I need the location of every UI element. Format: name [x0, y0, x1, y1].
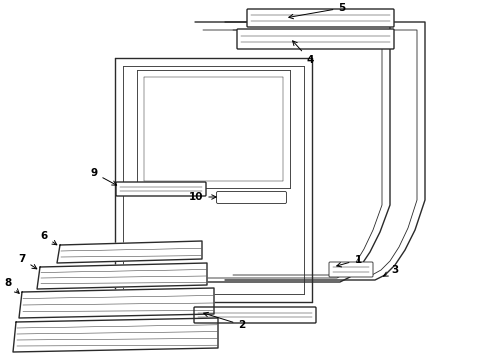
Text: 4: 4 — [293, 41, 314, 65]
FancyBboxPatch shape — [329, 262, 373, 277]
Text: 2: 2 — [204, 312, 245, 330]
Text: 9: 9 — [91, 168, 117, 185]
Polygon shape — [13, 318, 218, 352]
FancyBboxPatch shape — [194, 307, 316, 323]
Text: 6: 6 — [40, 231, 57, 245]
Polygon shape — [57, 241, 202, 263]
Text: 7: 7 — [18, 254, 37, 269]
Polygon shape — [19, 288, 214, 318]
Text: 1: 1 — [337, 255, 362, 267]
FancyBboxPatch shape — [217, 192, 287, 203]
Text: 5: 5 — [289, 3, 345, 19]
FancyBboxPatch shape — [237, 29, 394, 49]
Text: 3: 3 — [383, 265, 399, 276]
Polygon shape — [37, 263, 207, 289]
FancyBboxPatch shape — [247, 9, 394, 27]
Text: 10: 10 — [189, 192, 216, 202]
Text: 8: 8 — [4, 278, 19, 293]
FancyBboxPatch shape — [116, 182, 206, 196]
